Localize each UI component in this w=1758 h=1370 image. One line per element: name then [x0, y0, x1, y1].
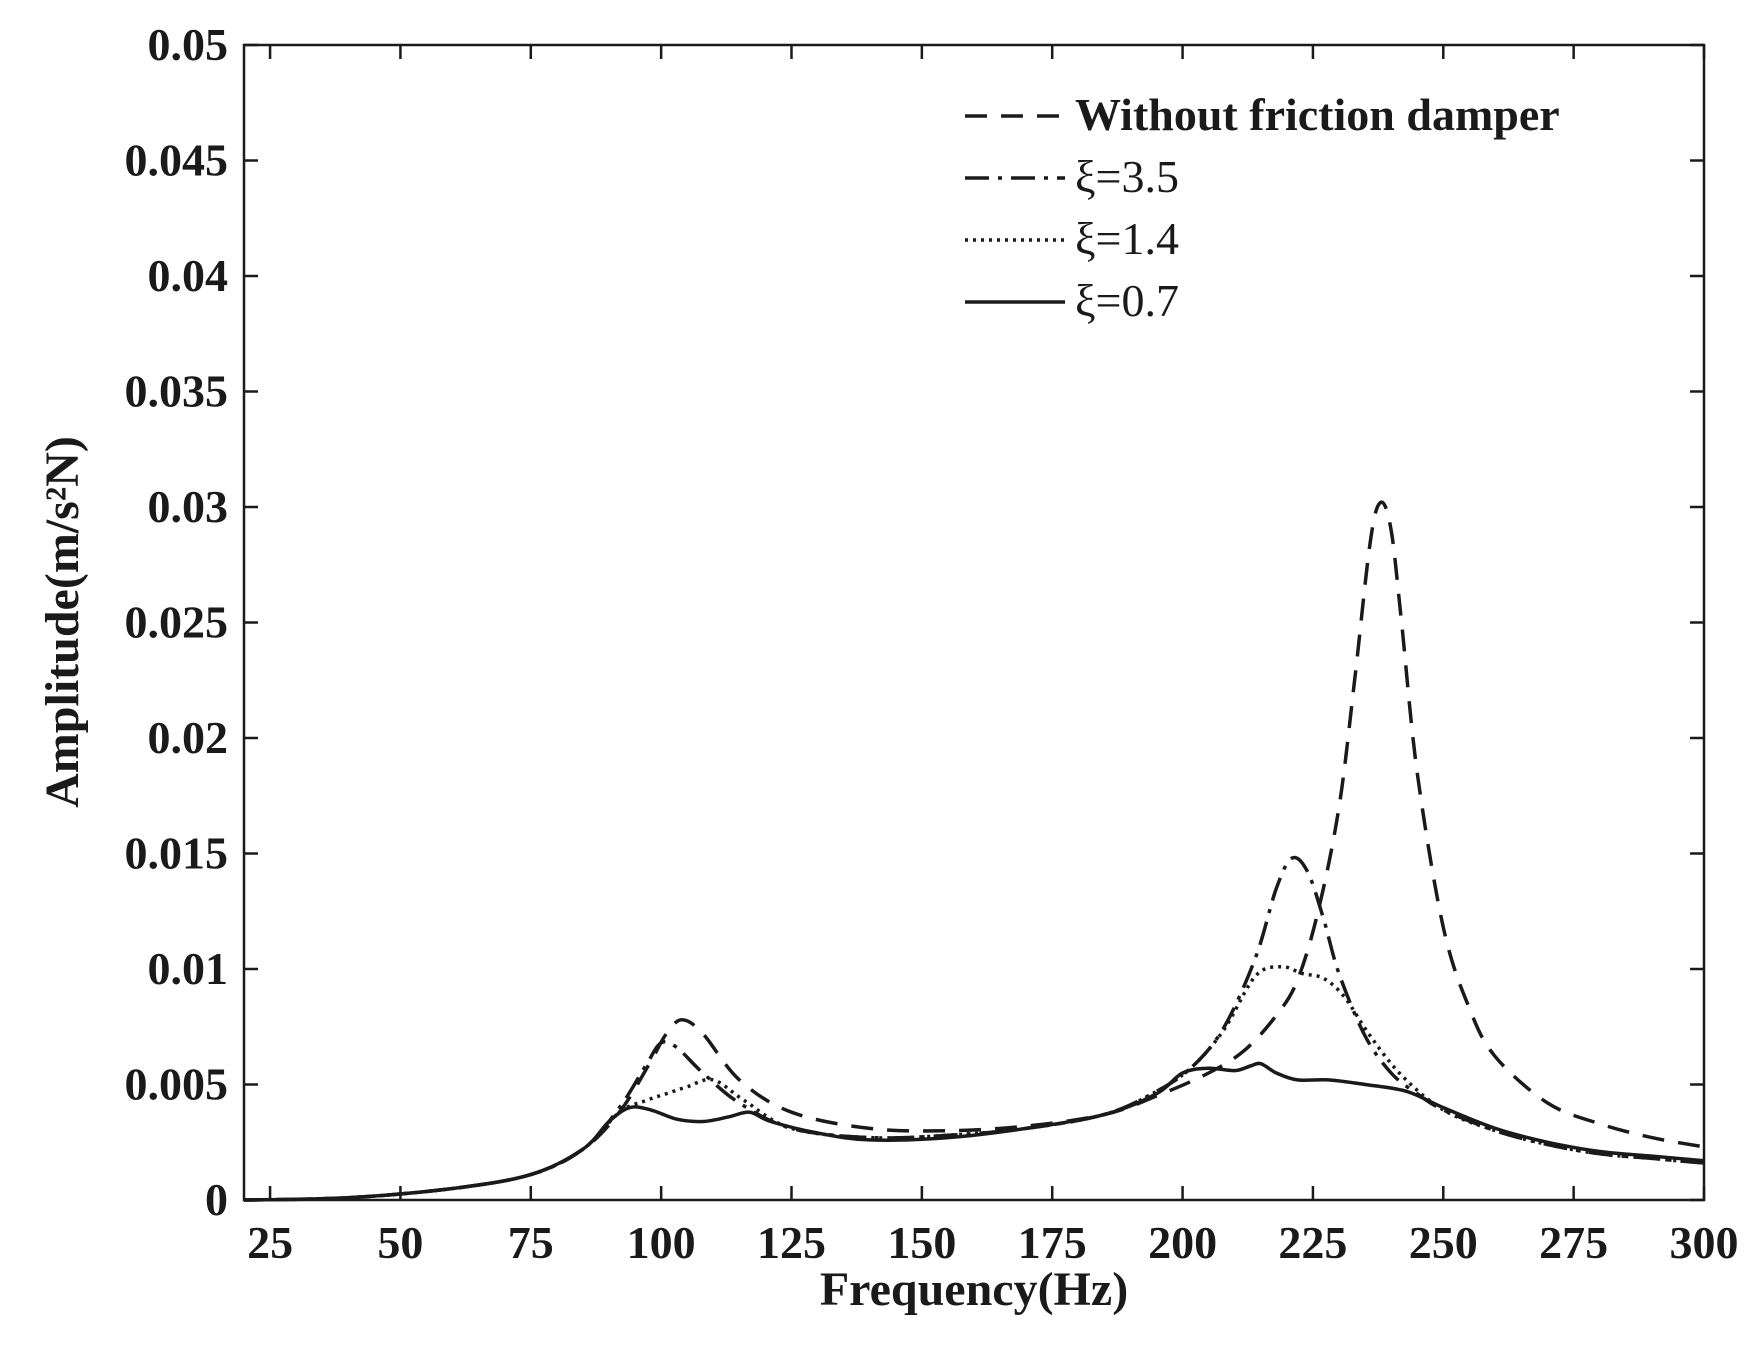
- x-tick-label: 200: [1148, 1217, 1217, 1268]
- y-axis-label: Amplitude(m/s²N): [36, 436, 89, 808]
- x-tick-label: 100: [627, 1217, 696, 1268]
- x-tick-label: 300: [1670, 1217, 1739, 1268]
- y-tick-label: 0.03: [148, 481, 229, 532]
- x-tick-label: 125: [757, 1217, 826, 1268]
- legend-label: ξ=0.7: [1075, 275, 1179, 326]
- y-tick-label: 0.01: [148, 943, 229, 994]
- series-line-2: [243, 855, 1705, 1202]
- y-axis-ticks: 0 0.005 0.01 0.015 0.02 0.025 0.03 0.035 0.04 0.0…: [125, 19, 1704, 1225]
- y-tick-label: 0.04: [148, 250, 229, 301]
- x-tick-label: 250: [1409, 1217, 1478, 1268]
- y-tick-label: 0.025: [125, 597, 229, 648]
- x-axis-ticks: 25 50 75 100 125 150 175 200 225 250 275 300: [247, 45, 1739, 1268]
- y-tick-label: 0.05: [148, 19, 229, 70]
- data-series: [243, 500, 1705, 1202]
- legend-label: Without friction damper: [1075, 89, 1560, 140]
- series-line-1: [243, 500, 1705, 1202]
- x-tick-label: 175: [1018, 1217, 1087, 1268]
- x-axis-label: Frequency(Hz): [820, 1263, 1128, 1316]
- x-tick-label: 275: [1539, 1217, 1608, 1268]
- y-tick-label: 0.005: [125, 1059, 229, 1110]
- series-line-3: [243, 964, 1705, 1202]
- y-tick-label: 0.035: [125, 366, 229, 417]
- x-tick-label: 150: [887, 1217, 956, 1268]
- legend-label: ξ=3.5: [1075, 151, 1179, 202]
- y-tick-label: 0.02: [148, 712, 229, 763]
- x-tick-label: 25: [247, 1217, 293, 1268]
- y-tick-label: 0.045: [125, 135, 229, 186]
- series-line-4: [243, 1061, 1705, 1202]
- x-tick-label: 75: [508, 1217, 554, 1268]
- legend-label: ξ=1.4: [1075, 213, 1179, 264]
- x-tick-label: 50: [377, 1217, 423, 1268]
- plot-area-frame: [242, 43, 1706, 1202]
- x-tick-label: 225: [1278, 1217, 1347, 1268]
- y-tick-label: 0.015: [125, 828, 229, 879]
- y-tick-label: 0: [205, 1174, 228, 1225]
- legend: Without friction damper ξ=3.5 ξ=1.4 ξ=0.7: [965, 89, 1560, 326]
